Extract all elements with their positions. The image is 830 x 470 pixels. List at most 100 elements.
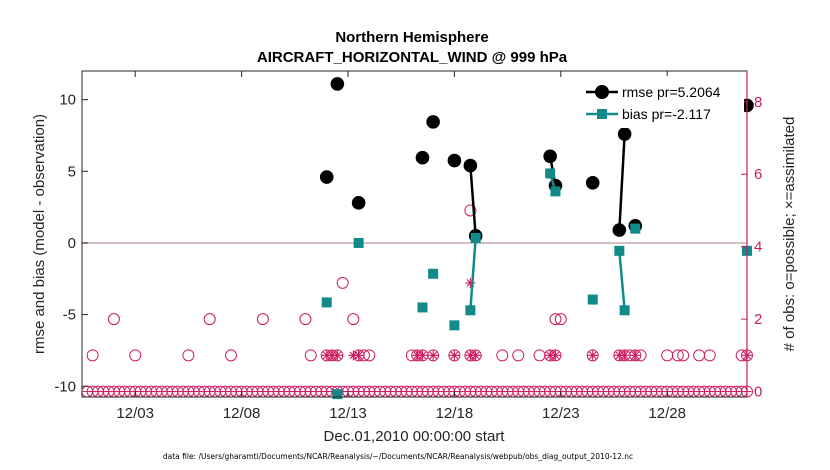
obs-possible-marker — [671, 349, 684, 362]
obs-possible-marker — [677, 349, 690, 362]
obs-possible-marker — [347, 313, 360, 326]
legend-rmse-marker — [595, 85, 609, 99]
obs-possible-marker — [512, 349, 525, 362]
obs-assimilated-marker — [614, 350, 625, 361]
bias-point — [630, 223, 641, 234]
x-tick-label: 12/28 — [648, 405, 686, 422]
obs-possible-marker — [86, 349, 99, 362]
obs-possible-marker — [336, 276, 349, 289]
obs-assimilated-marker — [327, 350, 338, 361]
rmse-point — [330, 77, 345, 91]
bias-series — [321, 168, 752, 400]
obs-assimilated-marker — [417, 350, 428, 361]
obs-possible-marker — [363, 349, 376, 362]
y-axis-right: 0 2 4 6 8 — [741, 71, 762, 401]
obs-possible-marker — [693, 349, 706, 362]
rmse-point — [585, 175, 600, 190]
bias-point — [332, 389, 343, 400]
y-tick-label: 10 — [59, 92, 76, 109]
obs-possible-marker — [496, 349, 509, 362]
rmse-line-segment — [618, 133, 626, 231]
x-axis-label: Dec.01,2010 00:00:00 start — [324, 428, 506, 445]
rmse-line-segment — [469, 165, 477, 236]
bias-line-segment — [618, 250, 626, 311]
obs-assimilated-marker — [587, 350, 598, 361]
obs-assimilated-marker — [465, 277, 476, 288]
bias-point — [353, 237, 364, 248]
legend-bias-marker — [597, 109, 607, 119]
obs-possible-marker — [182, 349, 195, 362]
obs-assimilated-marker — [428, 350, 439, 361]
bias-point — [545, 168, 556, 179]
y2-axis-label: # of obs: o=possible; ×=assimilated — [781, 117, 798, 352]
rmse-point — [319, 170, 334, 184]
obs-assimilated-marker — [321, 350, 332, 361]
obs-assimilated-marker — [470, 350, 481, 361]
y2-tick-label: 4 — [754, 239, 762, 256]
bias-point — [417, 302, 428, 313]
obs-assimilated-marker — [550, 350, 561, 361]
obs-assimilated-marker — [332, 350, 343, 361]
data-file-footer: data file: /Users/gharamti/Documents/NCA… — [163, 452, 633, 461]
rmse-point — [426, 115, 440, 129]
obs-possible-marker — [299, 313, 312, 326]
y-tick-label: -5 — [63, 307, 76, 324]
obs-possible-marker — [703, 349, 716, 362]
obs-possible-marker — [629, 349, 642, 362]
obs-assimilated-marker — [630, 350, 641, 361]
bias-point — [428, 268, 439, 279]
chart-title: Northern Hemisphere — [335, 29, 488, 46]
x-tick-label: 12/23 — [542, 405, 580, 422]
bias-point — [321, 297, 332, 308]
y2-tick-label: 6 — [754, 166, 762, 183]
bias-point — [470, 232, 481, 243]
y-tick-label: 5 — [68, 163, 76, 180]
rmse-point — [415, 150, 430, 165]
obs-assimilated-marker — [465, 350, 476, 361]
obs-possible-marker — [549, 313, 562, 326]
obs-possible-marker — [304, 349, 317, 362]
obs-possible-marker — [586, 349, 599, 362]
obs-possible-marker — [661, 349, 674, 362]
rmse-point — [447, 153, 462, 168]
obs-assimilated-marker — [449, 350, 460, 361]
obs-possible-marker — [427, 349, 440, 362]
obs-possible-marker — [256, 313, 269, 326]
obs-possible-marker — [448, 349, 461, 362]
rmse-point — [543, 149, 557, 164]
rmse-point — [351, 196, 366, 210]
obs-assimilated-marker — [412, 350, 423, 361]
rmse-point — [463, 158, 478, 173]
y2-tick-label: 0 — [754, 384, 762, 401]
obs-assimilated-marker — [353, 350, 364, 361]
y-axis-left: -10 -5 0 5 10 — [54, 92, 88, 395]
obs-possible-marker — [203, 313, 216, 326]
y2-tick-label: 2 — [754, 311, 762, 328]
bias-point — [465, 305, 476, 316]
obs-assimilated-marker — [348, 350, 359, 361]
x-tick-label: 12/03 — [116, 405, 154, 422]
obs-possible-marker — [107, 313, 120, 326]
bias-point — [449, 320, 460, 331]
obs-possible-marker — [224, 349, 237, 362]
obs-assimilated-marker — [545, 350, 556, 361]
bias-point — [614, 245, 625, 256]
obs-assimilated-marker — [619, 350, 630, 361]
obs-possible-marker — [533, 349, 546, 362]
bias-point — [619, 305, 630, 316]
legend-rmse-label: rmse pr=5.2064 — [622, 84, 721, 100]
chart-subtitle: AIRCRAFT_HORIZONTAL_WIND @ 999 hPa — [257, 49, 568, 66]
y-tick-label: 0 — [68, 235, 76, 252]
obs-possible-marker — [464, 204, 477, 217]
rmse-point — [617, 127, 632, 141]
obs-count-markers — [81, 204, 753, 398]
bias-point — [587, 294, 598, 305]
obs-possible-marker — [129, 349, 142, 362]
bias-line-segment — [469, 237, 477, 311]
legend: rmse pr=5.2064 bias pr=-2.117 — [582, 76, 744, 128]
obs-possible-marker — [554, 313, 567, 326]
bias-point — [550, 186, 561, 197]
rmse-point — [612, 223, 627, 237]
legend-box — [582, 76, 744, 128]
